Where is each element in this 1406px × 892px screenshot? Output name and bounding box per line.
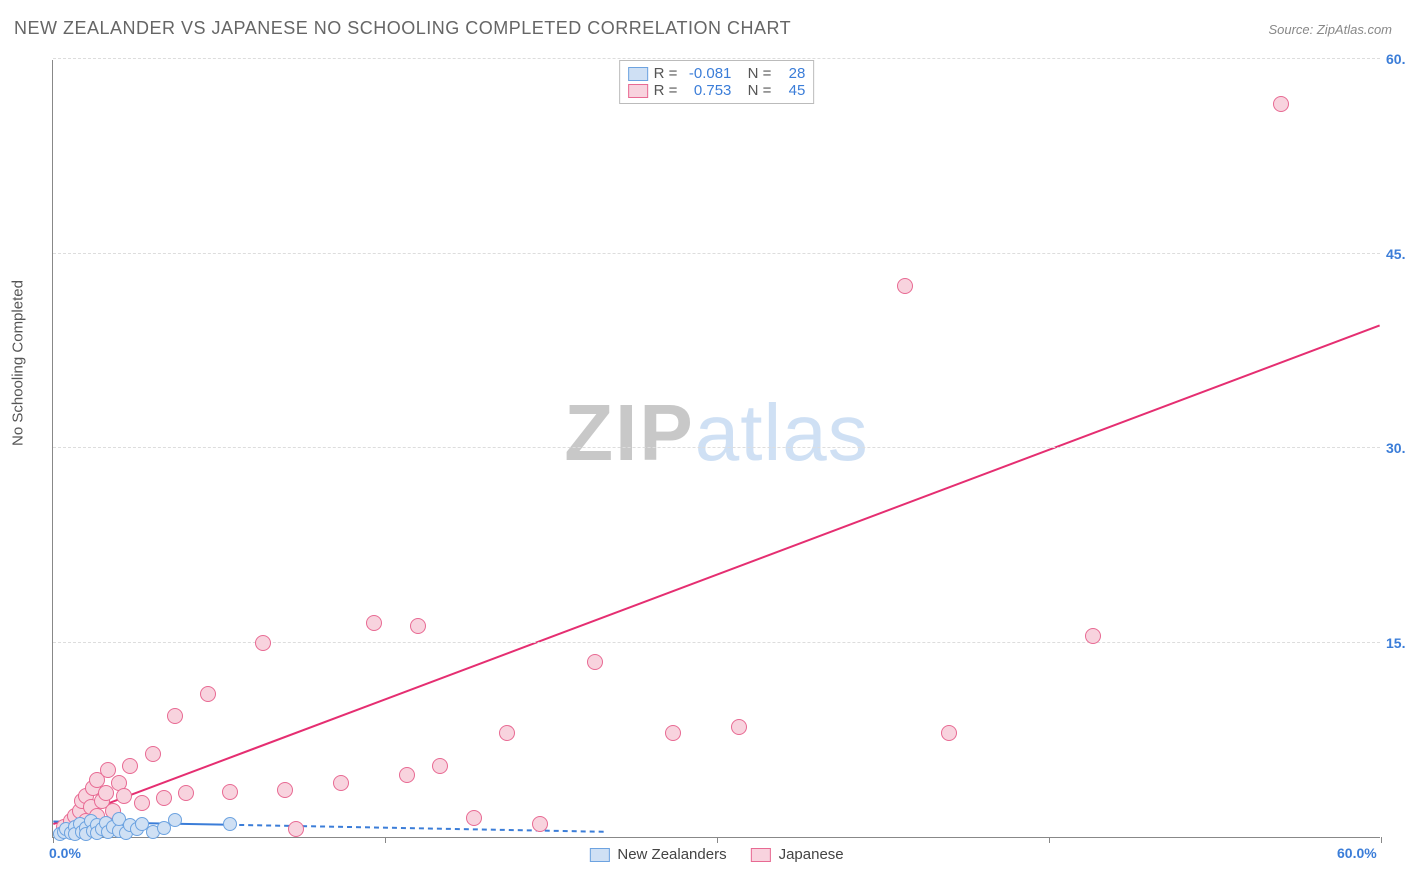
scatter-point-jp — [432, 758, 448, 774]
x-tick-label: 0.0% — [49, 845, 81, 861]
x-tick — [1381, 837, 1382, 843]
scatter-point-jp — [731, 719, 747, 735]
n-label-jp: N = — [748, 82, 772, 99]
scatter-point-jp — [178, 785, 194, 801]
scatter-point-jp — [399, 767, 415, 783]
watermark: ZIPatlas — [564, 387, 868, 479]
watermark-part2: atlas — [695, 388, 869, 477]
scatter-point-jp — [200, 686, 216, 702]
scatter-point-jp — [333, 775, 349, 791]
swatch-nz — [628, 67, 648, 81]
scatter-point-jp — [122, 758, 138, 774]
chart-title: NEW ZEALANDER VS JAPANESE NO SCHOOLING C… — [14, 18, 791, 39]
n-label-nz: N = — [748, 65, 772, 82]
series-legend: New Zealanders Japanese — [589, 846, 843, 863]
r-label-jp: R = — [654, 82, 678, 99]
scatter-point-jp — [410, 618, 426, 634]
scatter-point-jp — [288, 821, 304, 837]
scatter-point-jp — [466, 810, 482, 826]
legend-item-jp: Japanese — [751, 846, 844, 863]
scatter-point-nz — [223, 817, 237, 831]
x-tick — [1049, 837, 1050, 843]
scatter-point-jp — [167, 708, 183, 724]
scatter-point-jp — [116, 788, 132, 804]
gridline — [53, 253, 1380, 254]
y-axis-title: No Schooling Completed — [10, 280, 27, 446]
scatter-point-jp — [1085, 628, 1101, 644]
legend-label-jp: Japanese — [779, 846, 844, 863]
gridline — [53, 58, 1380, 59]
scatter-point-jp — [587, 654, 603, 670]
scatter-point-jp — [156, 790, 172, 806]
scatter-point-jp — [277, 782, 293, 798]
x-tick-label: 60.0% — [1337, 845, 1377, 861]
r-value-jp: 0.753 — [683, 82, 731, 99]
trend-line — [230, 825, 606, 832]
trend-lines-layer — [53, 60, 1380, 837]
correlation-row-nz: R = -0.081 N = 28 — [628, 65, 806, 82]
scatter-point-jp — [897, 278, 913, 294]
y-tick-label: 30.0% — [1386, 440, 1406, 456]
x-tick — [385, 837, 386, 843]
r-value-nz: -0.081 — [683, 65, 731, 82]
trend-line — [53, 325, 1379, 824]
scatter-point-nz — [168, 813, 182, 827]
gridline — [53, 642, 1380, 643]
r-label-nz: R = — [654, 65, 678, 82]
scatter-point-jp — [145, 746, 161, 762]
source-attribution: Source: ZipAtlas.com — [1268, 22, 1392, 37]
legend-item-nz: New Zealanders — [589, 846, 726, 863]
chart-header: NEW ZEALANDER VS JAPANESE NO SCHOOLING C… — [14, 18, 1392, 39]
swatch-jp-bottom — [751, 848, 771, 862]
scatter-point-jp — [499, 725, 515, 741]
plot-area: ZIPatlas R = -0.081 N = 28 R = 0.753 N =… — [52, 60, 1380, 838]
scatter-point-jp — [255, 635, 271, 651]
swatch-nz-bottom — [589, 848, 609, 862]
swatch-jp — [628, 84, 648, 98]
scatter-point-jp — [222, 784, 238, 800]
n-value-jp: 45 — [777, 82, 805, 99]
y-tick-label: 15.0% — [1386, 635, 1406, 651]
scatter-point-jp — [366, 615, 382, 631]
gridline — [53, 447, 1380, 448]
n-value-nz: 28 — [777, 65, 805, 82]
scatter-point-jp — [532, 816, 548, 832]
scatter-point-jp — [134, 795, 150, 811]
scatter-point-jp — [941, 725, 957, 741]
scatter-point-jp — [98, 785, 114, 801]
legend-label-nz: New Zealanders — [617, 846, 726, 863]
scatter-point-jp — [665, 725, 681, 741]
scatter-point-jp — [1273, 96, 1289, 112]
x-tick — [717, 837, 718, 843]
correlation-legend: R = -0.081 N = 28 R = 0.753 N = 45 — [619, 60, 815, 104]
watermark-part1: ZIP — [564, 388, 694, 477]
y-tick-label: 60.0% — [1386, 51, 1406, 67]
correlation-row-jp: R = 0.753 N = 45 — [628, 82, 806, 99]
y-tick-label: 45.0% — [1386, 246, 1406, 262]
